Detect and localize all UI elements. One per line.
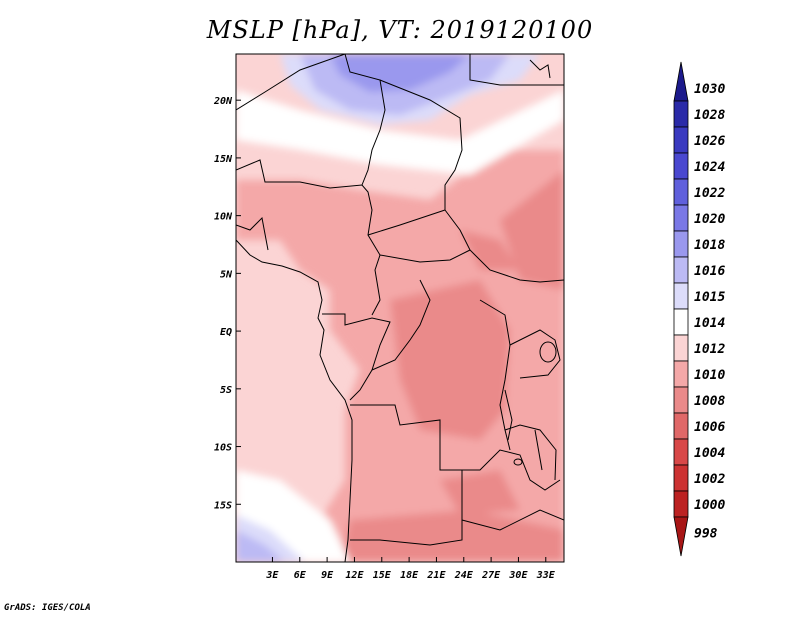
colorbar-label: 1010 (694, 368, 725, 383)
colorbar-swatch (674, 101, 688, 127)
lat-tick-label: 15S (214, 500, 232, 511)
colorbar-label: 1000 (694, 498, 725, 513)
colorbar-label: 1016 (694, 264, 725, 279)
colorbar-label: 1026 (694, 134, 725, 149)
colorbar-label: 1022 (694, 186, 725, 201)
lon-tick-label: 27E (481, 570, 501, 581)
colorbar-label: 1002 (694, 472, 725, 487)
lon-tick-label: 15E (373, 570, 392, 581)
lat-tick-label: 5N (220, 269, 233, 280)
lon-tick-label: 33E (536, 570, 556, 581)
lat-tick-label: 10N (214, 212, 233, 223)
colorbar-label: 1018 (694, 238, 725, 253)
lon-tick-label: 12E (345, 570, 364, 581)
colorbar-label: 1030 (694, 82, 725, 97)
lat-tick-label: 20N (213, 96, 233, 107)
lon-tick-label: 3E (265, 570, 279, 581)
colorbar-label: 998 (694, 527, 718, 542)
colorbar-swatch (674, 153, 688, 179)
pressure-field (236, 54, 564, 562)
lon-tick-label: 9E (321, 570, 334, 581)
colorbar-swatch (674, 179, 688, 205)
lon-tick-label: 18E (400, 570, 419, 581)
lon-tick-label: 24E (454, 570, 474, 581)
colorbar-label: 1014 (694, 316, 725, 331)
colorbar-swatch (674, 465, 688, 491)
colorbar-label: 1024 (694, 160, 725, 175)
colorbar-swatch (674, 231, 688, 257)
colorbar-swatch (674, 309, 688, 335)
colorbar-label: 1006 (694, 420, 725, 435)
pressure-map: 20N 15N 10N 5N EQ 5S 10S 15S 3E 6E 9E 12E 15E 18E 21E… (0, 0, 800, 618)
footer-credit: GrADS: IGES/COLA (4, 603, 91, 613)
colorbar-label: 1020 (694, 212, 725, 227)
lon-tick-label: 6E (294, 570, 307, 581)
colorbar-label: 1015 (694, 290, 725, 305)
lon-tick-label: 21E (426, 570, 446, 581)
colorbar-label: 1004 (694, 446, 725, 461)
lon-tick-label: 30E (508, 570, 528, 581)
colorbar-swatch (674, 517, 688, 556)
colorbar-swatch (674, 439, 688, 465)
lat-tick-label: 10S (214, 443, 232, 454)
colorbar-label: 1028 (694, 108, 725, 123)
colorbar-swatch (674, 335, 688, 361)
colorbar-swatch (674, 387, 688, 413)
colorbar: 1030 1028 1026 1024 1022 1020 1018 1016 1015 1014… (674, 62, 725, 556)
colorbar-swatch (674, 62, 688, 101)
colorbar-label: 1008 (694, 394, 725, 409)
lat-tick-label: 5S (220, 385, 232, 396)
colorbar-swatch (674, 283, 688, 309)
lat-tick-label: EQ (220, 327, 232, 338)
colorbar-swatch (674, 257, 688, 283)
colorbar-swatch (674, 491, 688, 517)
colorbar-swatch (674, 361, 688, 387)
colorbar-swatch (674, 413, 688, 439)
colorbar-label: 1012 (694, 342, 725, 357)
lat-tick-label: 15N (214, 154, 233, 165)
colorbar-swatch (674, 127, 688, 153)
colorbar-swatch (674, 205, 688, 231)
